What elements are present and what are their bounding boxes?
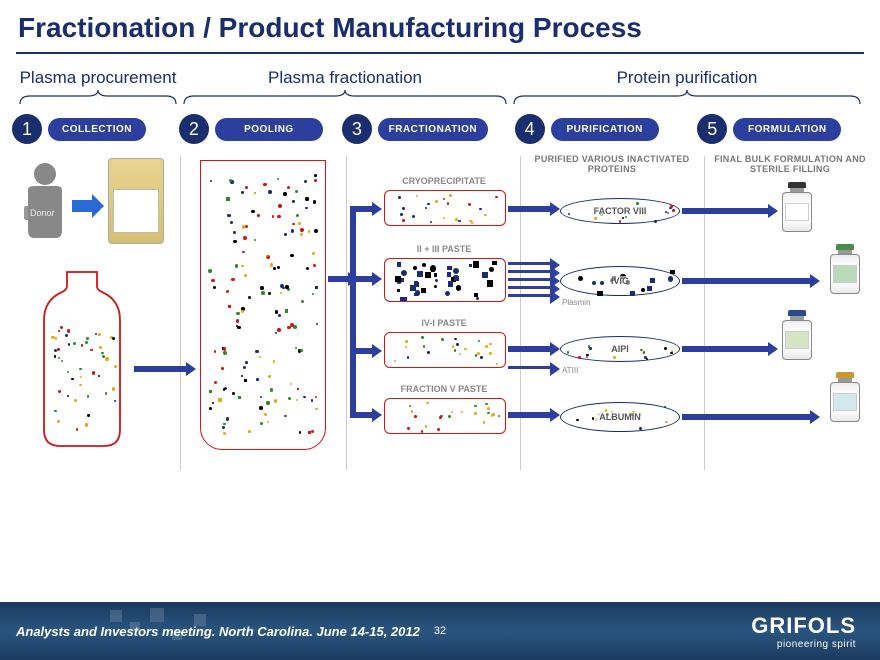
arrow-1-2	[134, 366, 188, 372]
step-pill-purification: PURIFICATION	[551, 118, 659, 141]
donor-arrow-icon	[70, 194, 106, 223]
arrow-3-4-a	[508, 206, 552, 212]
title-underline	[16, 52, 864, 54]
box-paste41	[384, 332, 506, 368]
step-col-5: 5 FORMULATION	[697, 114, 868, 150]
arrow-b3	[350, 348, 374, 354]
box-fracv	[384, 398, 506, 434]
step-col-4: 4 PURIFICATION	[515, 114, 692, 150]
step-header-2: 2 POOLING	[179, 114, 323, 144]
sep-4	[704, 156, 705, 470]
brace-3	[510, 90, 864, 106]
arrow-4-5-b	[682, 278, 812, 284]
arrow-3-4-b5	[508, 294, 552, 297]
subtitle-step4: PURIFIED VARIOUS INACTIVATED PROTEINS	[528, 154, 696, 174]
donor-label: Donor	[24, 206, 61, 220]
arrow-3-4-c	[508, 346, 552, 352]
footer: Analysts and Investors meeting. North Ca…	[0, 602, 880, 660]
step-num-3: 3	[342, 114, 372, 144]
arrow-3-4-b1	[508, 262, 552, 265]
brace-2	[180, 90, 510, 106]
step-header-5: 5 FORMULATION	[697, 114, 841, 144]
step-col-3: 3 FRACTIONATION	[342, 114, 509, 150]
vial-3	[782, 310, 812, 360]
arrow-b4	[350, 412, 374, 418]
brace-row	[0, 90, 880, 106]
step-pill-collection: COLLECTION	[48, 118, 146, 141]
slide-title: Fractionation / Product Manufacturing Pr…	[0, 0, 880, 52]
step-header-1: 1 COLLECTION	[12, 114, 146, 144]
step-col-1: 1 COLLECTION	[12, 114, 173, 150]
footer-page: 32	[434, 625, 446, 637]
oval-albumin: ALBUMIN	[560, 402, 680, 432]
label-paste23: II + III PASTE	[384, 244, 504, 254]
step-headers: 1 COLLECTION 2 POOLING 3 FRACTIONATION 4…	[0, 114, 880, 150]
arrow-3-4-c2	[508, 366, 552, 369]
step-num-1: 1	[12, 114, 42, 144]
step-num-2: 2	[179, 114, 209, 144]
sep-3	[520, 156, 521, 470]
oval-ivig: IVIG	[560, 266, 680, 296]
sep-1	[180, 156, 181, 470]
phase-row: Plasma procurement Plasma fractionation …	[0, 68, 880, 88]
subtitle-step5: FINAL BULK FORMULATION AND STERILE FILLI…	[710, 154, 870, 174]
donor-figure: Donor	[18, 160, 72, 255]
phase-fractionation: Plasma fractionation	[180, 68, 510, 88]
step-header-3: 3 FRACTIONATION	[342, 114, 488, 144]
brand-tagline: pioneering spirit	[751, 639, 856, 650]
box-cryo	[384, 190, 506, 226]
box-paste23	[384, 258, 506, 302]
arrow-b1	[350, 206, 374, 212]
arrow-3-4-d	[508, 412, 552, 418]
vial-1	[782, 182, 812, 232]
vial-4	[830, 372, 860, 422]
diagram-content: Donor .arrow.noa::after{display:none} CR…	[12, 150, 868, 490]
dots-bottle	[44, 308, 120, 438]
arrow-4-5-c	[682, 346, 770, 352]
arrow-3-4-b3	[508, 278, 552, 281]
step-header-4: 4 PURIFICATION	[515, 114, 659, 144]
label-fracv: FRACTION V PASTE	[384, 384, 504, 394]
step-num-5: 5	[697, 114, 727, 144]
plasma-bag	[108, 158, 164, 244]
step-pill-pooling: POOLING	[215, 118, 323, 141]
arrow-2-3-main: .arrow.noa::after{display:none}	[328, 276, 350, 282]
branch-vline	[350, 206, 356, 416]
vial-2	[830, 244, 860, 294]
sep-2	[346, 156, 347, 470]
label-cryo: CRYOPRECIPITATE	[384, 176, 504, 186]
label-atiii: ATIII	[562, 366, 578, 375]
phase-purification: Protein purification	[510, 68, 864, 88]
pooling-box	[200, 160, 326, 450]
phase-procurement: Plasma procurement	[16, 68, 180, 88]
label-paste41: IV-I PASTE	[384, 318, 504, 328]
oval-factor8: FACTOR VIII	[560, 198, 680, 224]
step-num-4: 4	[515, 114, 545, 144]
brand-name: GRIFOLS	[751, 613, 856, 639]
arrow-b2	[350, 276, 374, 282]
arrow-4-5-d	[682, 414, 812, 420]
brace-1	[16, 90, 180, 106]
arrow-3-4-b4	[508, 286, 552, 289]
footer-logo: GRIFOLS pioneering spirit	[751, 613, 856, 650]
oval-aipi: AIPI	[560, 336, 680, 362]
step-pill-fractionation: FRACTIONATION	[378, 118, 488, 141]
step-col-2: 2 POOLING	[179, 114, 336, 150]
step-pill-formulation: FORMULATION	[733, 118, 841, 141]
arrow-4-5-a	[682, 208, 770, 214]
label-plasmin: Plasmin	[562, 298, 590, 307]
footer-text: Analysts and Investors meeting. North Ca…	[16, 624, 420, 639]
arrow-3-4-b2	[508, 270, 552, 273]
